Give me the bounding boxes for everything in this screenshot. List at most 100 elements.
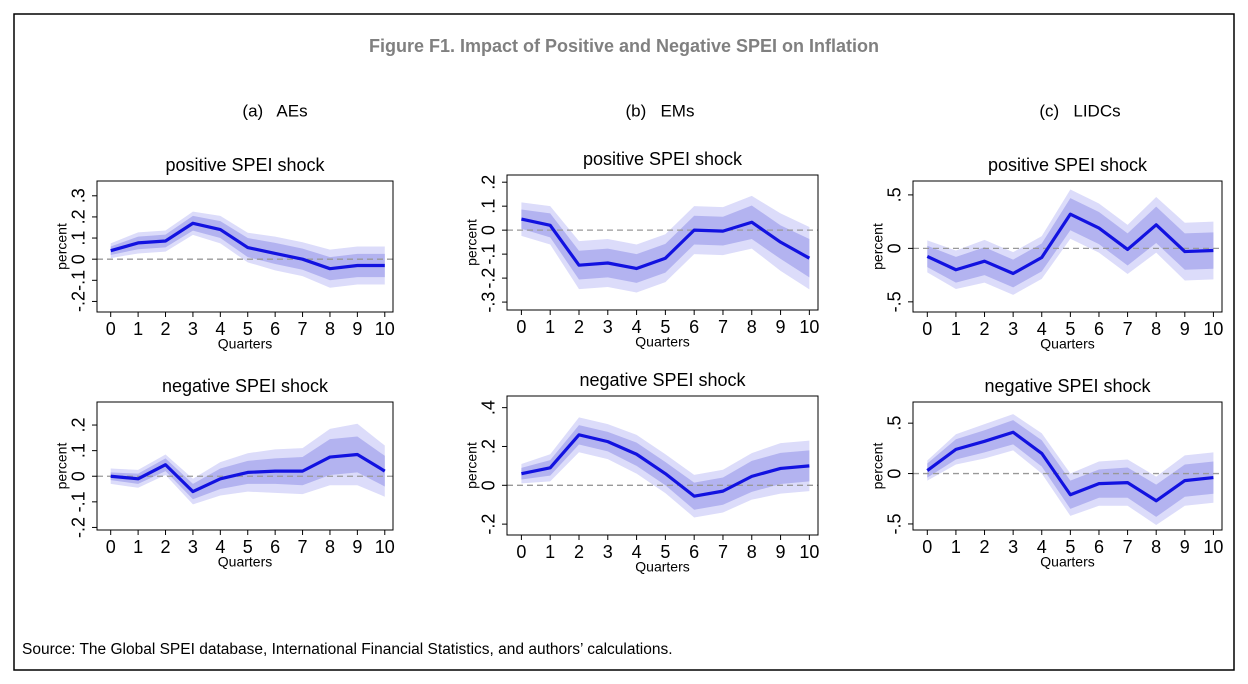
x-tick-label: 1: [133, 319, 143, 339]
y-tick-label: -.5: [885, 513, 905, 534]
y-axis-label: percent: [870, 223, 886, 270]
x-tick-label: 6: [689, 542, 699, 562]
x-tick-label: 0: [106, 319, 116, 339]
x-tick-label: 5: [660, 542, 670, 562]
x-tick-label: 4: [215, 319, 225, 339]
x-tick-label: 7: [1123, 319, 1133, 339]
x-tick-label: 1: [951, 319, 961, 339]
y-tick-label: -.5: [885, 291, 905, 312]
x-tick-label: 3: [1008, 537, 1018, 557]
line-series: [521, 217, 811, 271]
x-tick-label: 10: [375, 319, 395, 339]
chart-title: negative SPEI shock: [579, 370, 746, 390]
x-tick-label: 9: [352, 537, 362, 557]
x-tick-label: 9: [1180, 319, 1190, 339]
x-tick-label: 6: [689, 317, 699, 337]
x-tick-label: 10: [799, 542, 819, 562]
y-tick-label: .3: [69, 188, 89, 203]
y-tick-label: 0: [69, 254, 89, 264]
x-tick-label: 5: [1065, 537, 1075, 557]
x-tick-label: 4: [1037, 319, 1047, 339]
y-tick-label: .1: [69, 443, 89, 458]
x-tick-label: 8: [325, 537, 335, 557]
x-tick-label: 1: [545, 317, 555, 337]
column-label: (b) EMs: [626, 101, 695, 120]
source-note: Source: The Global SPEI database, Intern…: [22, 641, 673, 658]
y-tick-label: -.2: [479, 268, 499, 289]
y-tick-label: 0: [885, 469, 905, 479]
x-tick-label: 5: [660, 317, 670, 337]
x-tick-label: 0: [516, 542, 526, 562]
x-tick-label: 0: [516, 317, 526, 337]
x-tick-label: 6: [1094, 319, 1104, 339]
x-tick-label: 2: [161, 319, 171, 339]
column-label: (a) AEs: [242, 101, 307, 120]
x-tick-label: 8: [747, 317, 757, 337]
x-tick-label: 5: [243, 537, 253, 557]
x-tick-label: 0: [922, 537, 932, 557]
chart-title: positive SPEI shock: [988, 155, 1148, 175]
line-series: [926, 430, 1214, 503]
x-tick-label: 5: [1065, 319, 1075, 339]
x-tick-label: 3: [188, 537, 198, 557]
y-tick-label: .5: [885, 416, 905, 431]
x-tick-label: 6: [270, 537, 280, 557]
x-tick-label: 5: [243, 319, 253, 339]
line-series: [521, 433, 810, 498]
x-tick-label: 8: [325, 319, 335, 339]
x-tick-label: 9: [776, 542, 786, 562]
plot-frame: [912, 401, 1223, 531]
x-tick-label: 9: [352, 319, 362, 339]
y-tick-label: .1: [69, 231, 89, 246]
x-tick-label: 0: [922, 319, 932, 339]
confidence-band: [521, 425, 810, 510]
y-tick-label: .2: [69, 209, 89, 224]
column-label: (c) LIDCs: [1039, 101, 1120, 120]
y-tick-label: -.1: [479, 244, 499, 265]
x-tick-label: 9: [1180, 537, 1190, 557]
x-tick-label: 3: [1008, 319, 1018, 339]
x-tick-label: 9: [776, 317, 786, 337]
x-tick-label: 8: [747, 542, 757, 562]
x-tick-label: 10: [375, 537, 395, 557]
y-tick-label: 0: [69, 471, 89, 481]
x-axis-label: Quarters: [1040, 554, 1094, 570]
y-tick-label: .1: [479, 199, 499, 214]
plot-frame: [96, 401, 394, 531]
line-series: [110, 452, 386, 494]
x-tick-label: 10: [1203, 537, 1223, 557]
y-tick-label: -.3: [479, 292, 499, 313]
y-tick-label: 0: [479, 225, 499, 235]
y-tick-label: -.2: [69, 291, 89, 312]
x-tick-label: 4: [632, 317, 642, 337]
x-tick-label: 2: [980, 537, 990, 557]
y-tick-label: -.2: [69, 517, 89, 538]
x-axis-label: Quarters: [218, 336, 272, 352]
y-tick-label: .2: [479, 175, 499, 190]
x-axis-label: Quarters: [218, 554, 272, 570]
x-axis-label: Quarters: [635, 559, 689, 575]
confidence-band: [110, 436, 385, 500]
plot-frame: [912, 180, 1223, 313]
plot-frame: [96, 180, 394, 313]
x-tick-label: 7: [1123, 537, 1133, 557]
x-tick-label: 8: [1151, 319, 1161, 339]
chart-title: positive SPEI shock: [583, 149, 743, 169]
y-tick-label: .2: [69, 418, 89, 433]
x-tick-label: 3: [603, 317, 613, 337]
line-series: [110, 221, 385, 271]
y-tick-label: .4: [479, 400, 499, 415]
x-tick-label: 10: [1203, 319, 1223, 339]
y-axis-label: percent: [870, 443, 886, 490]
plot-frame: [506, 174, 819, 311]
chart-title: negative SPEI shock: [162, 376, 329, 396]
x-tick-label: 1: [133, 537, 143, 557]
x-tick-label: 0: [106, 537, 116, 557]
x-tick-label: 2: [574, 542, 584, 562]
x-axis-label: Quarters: [635, 334, 689, 350]
x-tick-label: 4: [1037, 537, 1047, 557]
x-tick-label: 2: [980, 319, 990, 339]
x-tick-label: 7: [718, 317, 728, 337]
x-tick-label: 4: [215, 537, 225, 557]
x-tick-label: 6: [270, 319, 280, 339]
